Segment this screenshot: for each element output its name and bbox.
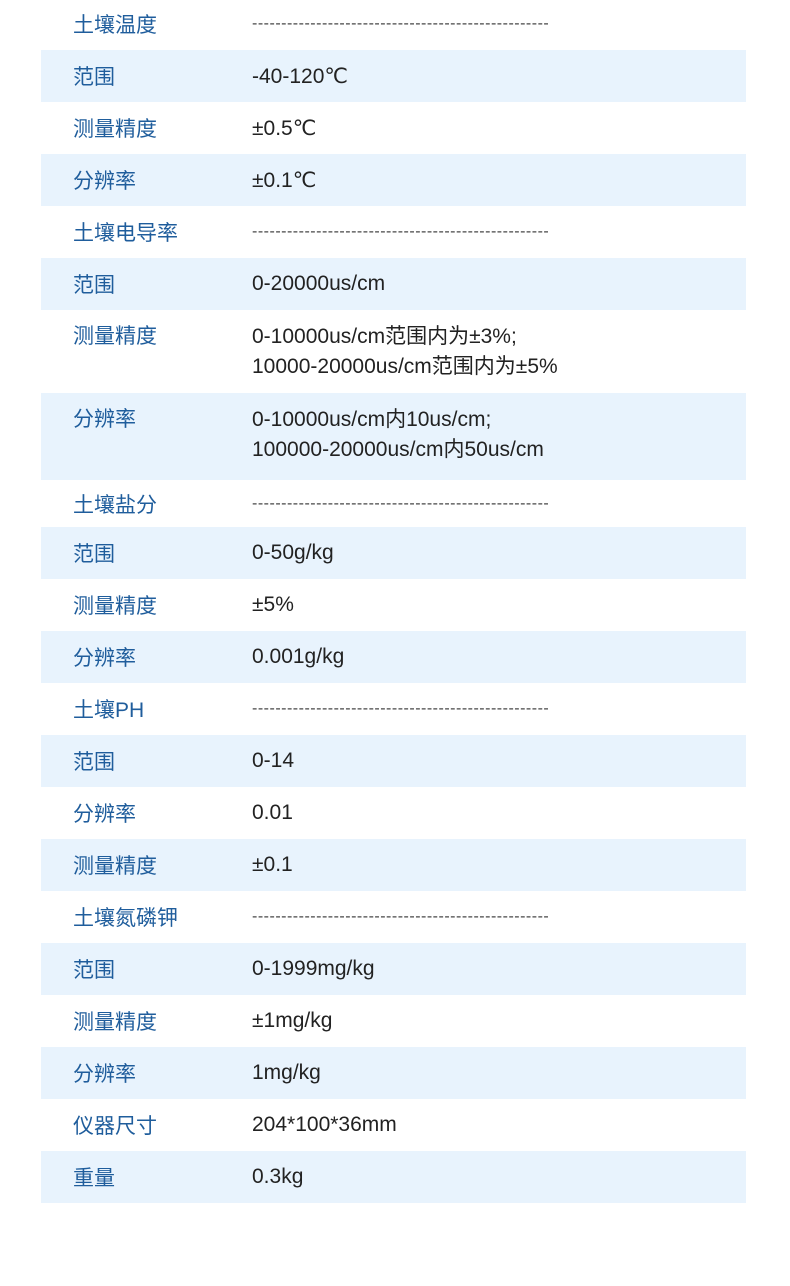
- spec-label: 土壤盐分: [73, 493, 157, 517]
- spec-label: 土壤电导率: [73, 222, 178, 245]
- spec-row: 测量精度 ±5%: [41, 579, 746, 631]
- spec-label: 测量精度: [73, 325, 157, 348]
- spec-value: 0-1999mg/kg: [252, 957, 375, 980]
- spec-label: 分辨率: [73, 647, 136, 670]
- section-header-row: 土壤PH ------------------------------------…: [41, 683, 746, 735]
- spec-value: 1mg/kg: [252, 1061, 321, 1084]
- dashed-separator: ----------------------------------------…: [252, 908, 550, 925]
- spec-label: 范围: [73, 959, 115, 982]
- spec-value: 0-10000us/cm内10us/cm; 100000-20000us/cm内…: [252, 408, 544, 461]
- spec-label: 测量精度: [73, 118, 157, 141]
- spec-value: ±0.5℃: [252, 116, 317, 140]
- spec-row: 分辨率 0-10000us/cm内10us/cm; 100000-20000us/…: [41, 393, 746, 480]
- spec-label: 测量精度: [73, 855, 157, 878]
- spec-value: 0-14: [252, 749, 295, 772]
- spec-row: 范围 0-50g/kg: [41, 527, 746, 579]
- dashed-separator: ----------------------------------------…: [252, 700, 550, 717]
- section-header-row: 土壤温度 ------------------------------------…: [41, 0, 746, 50]
- section-header-row: 土壤氮磷钾 -----------------------------------…: [41, 891, 746, 943]
- spec-row: 范围 -40-120℃: [41, 50, 746, 102]
- spec-value: ±5%: [252, 593, 294, 616]
- spec-row: 分辨率 ±0.1℃: [41, 154, 746, 206]
- spec-row: 测量精度 0-10000us/cm范围内为±3%; 10000-20000us/c…: [41, 310, 746, 393]
- spec-row: 测量精度 ±0.1: [41, 839, 746, 891]
- spec-row: 范围 0-20000us/cm: [41, 258, 746, 310]
- spec-row: 范围 0-1999mg/kg: [41, 943, 746, 995]
- spec-label: 分辨率: [73, 408, 136, 431]
- spec-table: 土壤温度 ------------------------------------…: [41, 0, 746, 1203]
- spec-row: 分辨率 0.001g/kg: [41, 631, 746, 683]
- spec-label: 范围: [73, 543, 115, 566]
- dashed-separator: ----------------------------------------…: [252, 15, 550, 32]
- spec-value: ±0.1℃: [252, 168, 317, 192]
- spec-row: 范围 0-14: [41, 735, 746, 787]
- spec-row: 仪器尺寸 204*100*36mm: [41, 1099, 746, 1151]
- spec-label: 土壤PH: [73, 699, 145, 722]
- spec-label: 仪器尺寸: [73, 1115, 157, 1138]
- spec-value: ±0.1: [252, 853, 293, 876]
- spec-label: 分辨率: [73, 1063, 136, 1086]
- spec-label: 土壤氮磷钾: [73, 907, 178, 930]
- spec-row: 分辨率 1mg/kg: [41, 1047, 746, 1099]
- spec-value: ±1mg/kg: [252, 1009, 333, 1032]
- spec-value: 204*100*36mm: [252, 1113, 397, 1136]
- spec-label: 重量: [73, 1167, 115, 1190]
- spec-value: 0-20000us/cm: [252, 272, 386, 295]
- spec-value: 0-10000us/cm范围内为±3%; 10000-20000us/cm范围内…: [252, 325, 558, 378]
- spec-value: 0.001g/kg: [252, 645, 345, 668]
- spec-value: 0-50g/kg: [252, 541, 334, 564]
- spec-label: 范围: [73, 66, 115, 89]
- spec-value: 0.3kg: [252, 1165, 304, 1188]
- spec-row: 测量精度 ±1mg/kg: [41, 995, 746, 1047]
- spec-label: 分辨率: [73, 170, 136, 193]
- spec-row: 测量精度 ±0.5℃: [41, 102, 746, 154]
- dashed-separator: ----------------------------------------…: [252, 223, 550, 240]
- spec-label: 范围: [73, 274, 115, 297]
- spec-row: 重量 0.3kg: [41, 1151, 746, 1203]
- dashed-separator: ----------------------------------------…: [252, 494, 550, 512]
- spec-value: 0.01: [252, 801, 293, 824]
- spec-label: 分辨率: [73, 803, 136, 826]
- spec-label: 测量精度: [73, 1011, 157, 1034]
- spec-row: 分辨率 0.01: [41, 787, 746, 839]
- spec-value: -40-120℃: [252, 64, 348, 88]
- section-header-row: 土壤电导率 -----------------------------------…: [41, 206, 746, 258]
- spec-label: 土壤温度: [73, 14, 157, 37]
- section-header-row: 土壤盐分 ------------------------------------…: [41, 480, 746, 527]
- spec-label: 测量精度: [73, 595, 157, 618]
- spec-label: 范围: [73, 751, 115, 774]
